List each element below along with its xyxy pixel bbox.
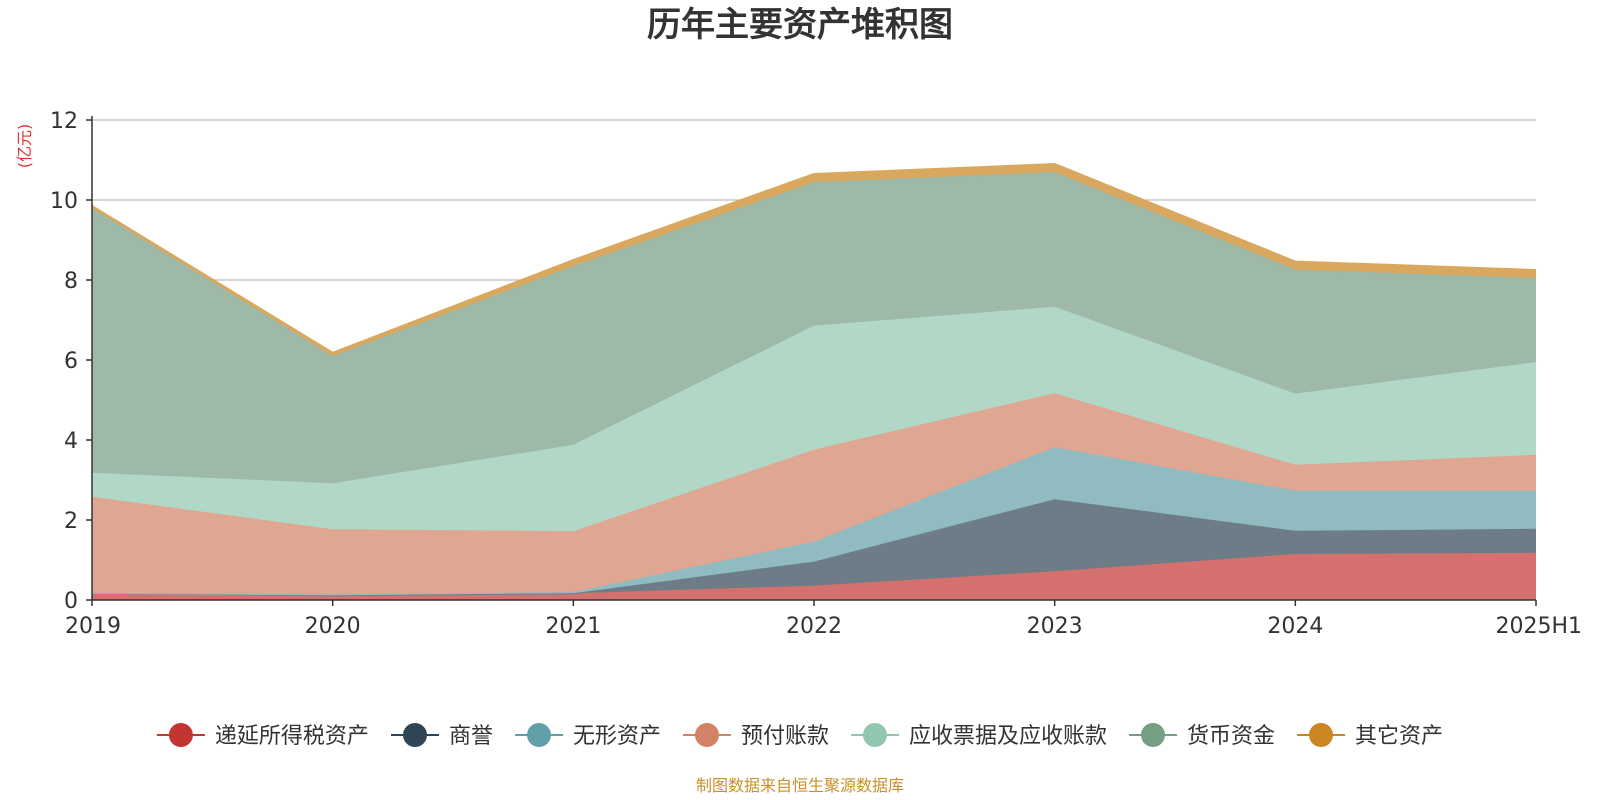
y-tick-label: 0	[64, 589, 78, 614]
area-3	[92, 393, 1536, 595]
area-5	[92, 172, 1536, 484]
area-1	[92, 499, 1536, 596]
legend-item-3[interactable]: 预付账款	[683, 723, 829, 749]
chart-title: 历年主要资产堆积图	[647, 5, 953, 45]
area-4	[92, 306, 1536, 532]
y-tick-label: 8	[64, 269, 78, 294]
legend-label: 商誉	[449, 724, 493, 749]
y-tick-label: 10	[50, 189, 78, 214]
y-tick-label: 12	[50, 109, 78, 134]
legend-label: 其它资产	[1355, 724, 1443, 749]
legend-item-2[interactable]: 无形资产	[515, 723, 661, 749]
y-tick-label: 2	[64, 509, 78, 534]
x-tick-label: 2023	[1027, 614, 1083, 639]
legend-marker-icon	[1309, 723, 1333, 747]
x-tick-label: 2020	[305, 614, 361, 639]
legend-marker-icon	[863, 723, 887, 747]
x-tick-label: 2025H1	[1495, 614, 1582, 639]
legend-item-5[interactable]: 货币资金	[1129, 723, 1275, 749]
source-note: 制图数据来自恒生聚源数据库	[696, 776, 904, 795]
legend-marker-icon	[695, 723, 719, 747]
legend: 递延所得税资产 商誉 无形资产 预付账款 应收票据及应收账款 货币资金 其它资产	[156, 723, 1443, 749]
x-tick-label: 2019	[65, 614, 121, 639]
y-tick-label: 6	[64, 349, 78, 374]
y-axis-unit: (亿元)	[15, 124, 34, 169]
legend-label: 无形资产	[573, 724, 661, 749]
area-2	[92, 447, 1536, 596]
x-tick-label: 2021	[545, 614, 601, 639]
legend-label: 递延所得税资产	[215, 724, 369, 749]
legend-marker-icon	[168, 723, 193, 747]
area-top-line-6	[91, 162, 1537, 354]
legend-item-0[interactable]: 递延所得税资产	[156, 723, 369, 749]
legend-marker-icon	[1141, 723, 1165, 747]
legend-marker-icon	[403, 723, 427, 747]
axes: 0 2 4 6 8 10 12 2019 2020 2021 2022 2023 2024 2025H1	[50, 109, 1582, 639]
legend-item-4[interactable]: 应收票据及应收账款	[851, 723, 1107, 749]
legend-marker-icon	[527, 723, 551, 747]
legend-item-1[interactable]: 商誉	[391, 723, 493, 749]
legend-label: 预付账款	[741, 724, 829, 749]
legend-label: 货币资金	[1187, 724, 1275, 749]
x-tick-label: 2024	[1267, 614, 1323, 639]
legend-item-6[interactable]: 其它资产	[1297, 723, 1443, 749]
x-tick-label: 2022	[786, 614, 842, 639]
y-tick-label: 4	[64, 429, 78, 454]
legend-label: 应收票据及应收账款	[909, 724, 1107, 749]
area-6	[92, 164, 1536, 356]
area-0	[92, 552, 1536, 600]
area-series	[91, 162, 1537, 600]
